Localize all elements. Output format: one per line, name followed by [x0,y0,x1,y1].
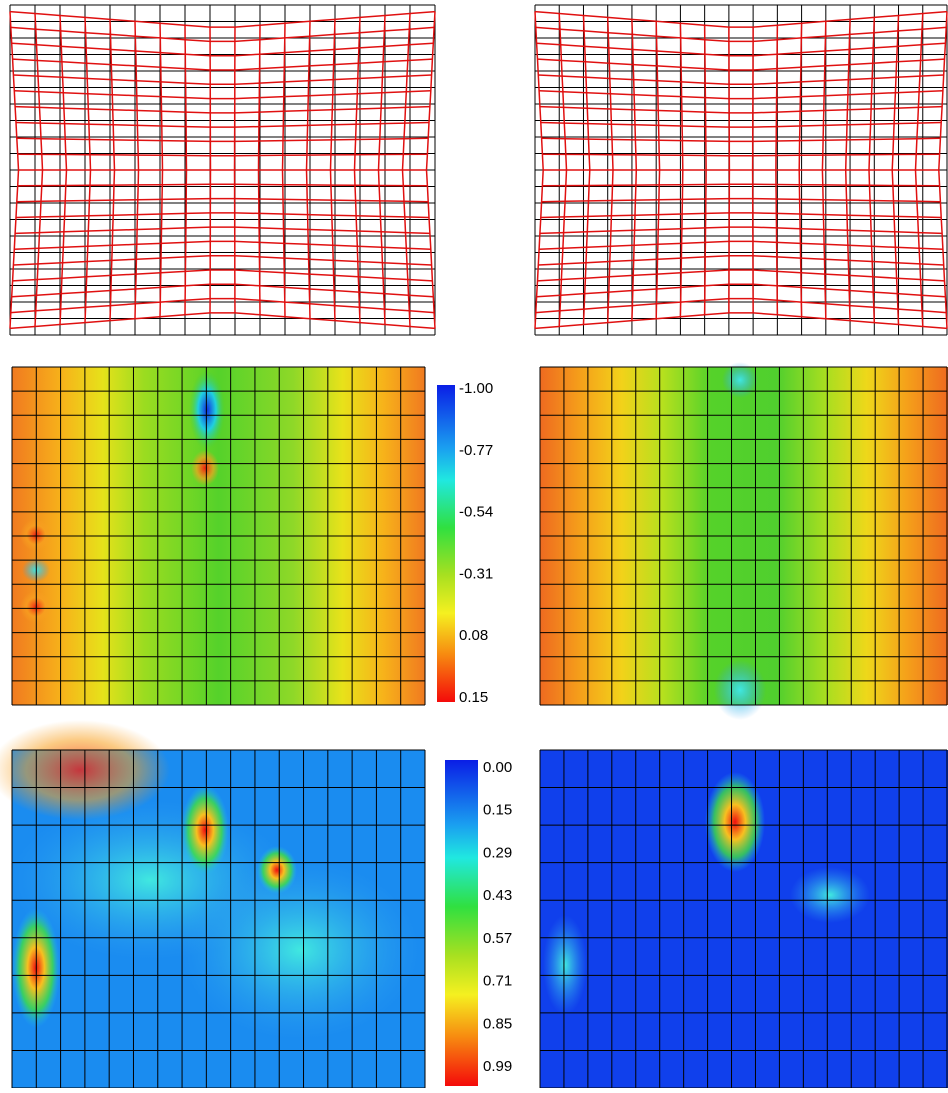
blob [722,362,758,398]
mesh-line [9,10,436,28]
mesh-line [541,137,941,143]
mesh-line [13,74,432,86]
colorbar-label: -0.54 [459,504,493,521]
mesh-line [541,197,941,203]
mesh-line [542,153,940,157]
blob [191,450,219,486]
blob [189,370,225,450]
mesh-line [11,42,434,57]
mesh-line [17,183,428,187]
colorbar-label: -0.77 [459,442,493,459]
colorbar-label: -0.31 [459,565,493,582]
mesh-line [535,26,947,43]
colorbar-label: 0.57 [483,930,512,947]
blob [543,915,587,1015]
colorbar-label: 0.71 [483,973,512,990]
mesh-line [537,269,945,282]
colorbar-label: 0.99 [483,1058,512,1075]
mesh-line [538,254,944,266]
blob [790,867,870,923]
mesh-line [534,312,948,330]
colorbar-label: 0.15 [459,689,488,706]
blob [257,846,297,894]
mesh-line [539,240,943,250]
mesh-line [12,269,433,282]
colorbar [437,385,455,702]
mesh-line [15,105,430,114]
colorbar-label: 0.08 [459,627,488,644]
mesh-line [17,153,428,157]
mesh-line [536,42,946,57]
colorbar-label: 0.43 [483,887,512,904]
mesh-line [538,74,944,86]
mesh-line [539,226,943,235]
mesh-line [11,283,434,298]
mesh-line [10,297,435,314]
mesh-line [9,312,436,330]
mesh-line [14,240,431,250]
mesh-line [539,90,943,100]
colorbar [445,760,478,1086]
mesh-line [535,297,947,314]
mesh-line [540,212,942,219]
mesh-line [539,105,943,114]
blob [714,660,766,720]
mesh-line [15,212,430,219]
mesh-line [14,90,431,100]
mesh-line [542,183,940,187]
mesh-line [537,58,945,71]
blob [705,772,765,872]
mesh-line [12,58,433,71]
colorbar-label: 0.15 [483,802,512,819]
blob [180,860,420,1040]
mesh-line [16,137,429,143]
mesh-line [534,10,948,28]
mesh-line [540,121,942,128]
mesh-line [15,226,430,235]
colorbar-label: -1.00 [459,380,493,397]
colorbar-label: 0.00 [483,759,512,776]
colorbar-label: 0.29 [483,844,512,861]
mesh-line [10,26,435,43]
mesh-line [15,121,430,128]
blob [181,785,229,875]
mesh-line [16,197,429,203]
colorbar-label: 0.85 [483,1015,512,1032]
mesh-line [13,254,432,266]
mesh-line [536,283,946,298]
